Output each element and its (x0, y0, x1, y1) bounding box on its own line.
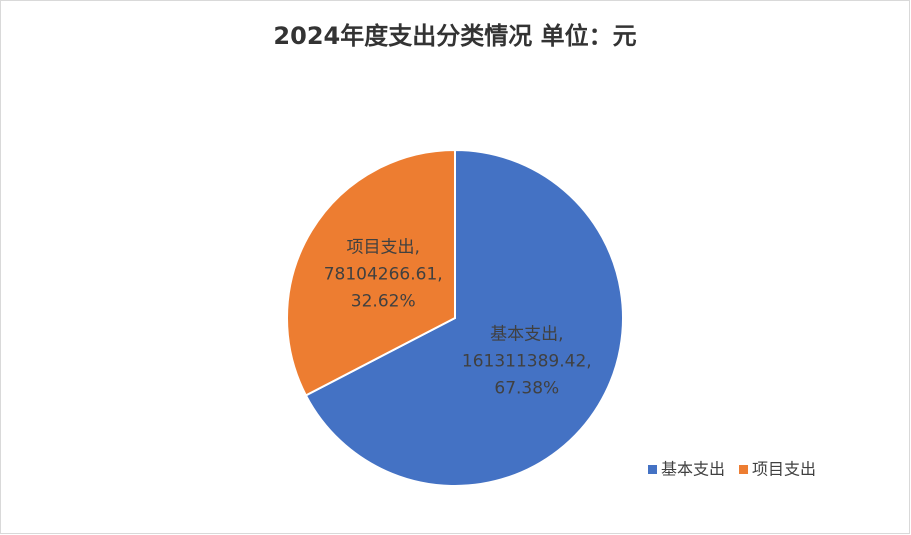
label-separator: , (558, 325, 563, 345)
data-label: 基本支出, (490, 325, 563, 345)
label-separator: , (586, 352, 591, 372)
label-category: 基本支出 (490, 325, 558, 345)
data-label: 78104266.61, (324, 264, 443, 284)
pie-slice (286, 148, 456, 397)
legend-label: 项目支出 (752, 460, 816, 479)
legend-swatch (739, 465, 749, 474)
label-percent: 32.62% (351, 291, 416, 311)
label-value: 161311389.42 (462, 352, 586, 372)
data-label: 161311389.42, (462, 352, 592, 372)
pie-slice (304, 148, 624, 487)
label-separator: , (437, 264, 442, 284)
label-percent: 67.38% (494, 379, 559, 399)
label-value: 78104266.61 (324, 264, 438, 284)
label-separator: , (415, 237, 420, 257)
chart-title: 2024年度支出分类情况 单位：元 (273, 22, 636, 50)
legend-swatch (648, 465, 657, 474)
data-label: 项目支出, (347, 237, 420, 257)
label-category: 项目支出 (347, 237, 415, 257)
legend-label: 基本支出 (661, 460, 725, 479)
